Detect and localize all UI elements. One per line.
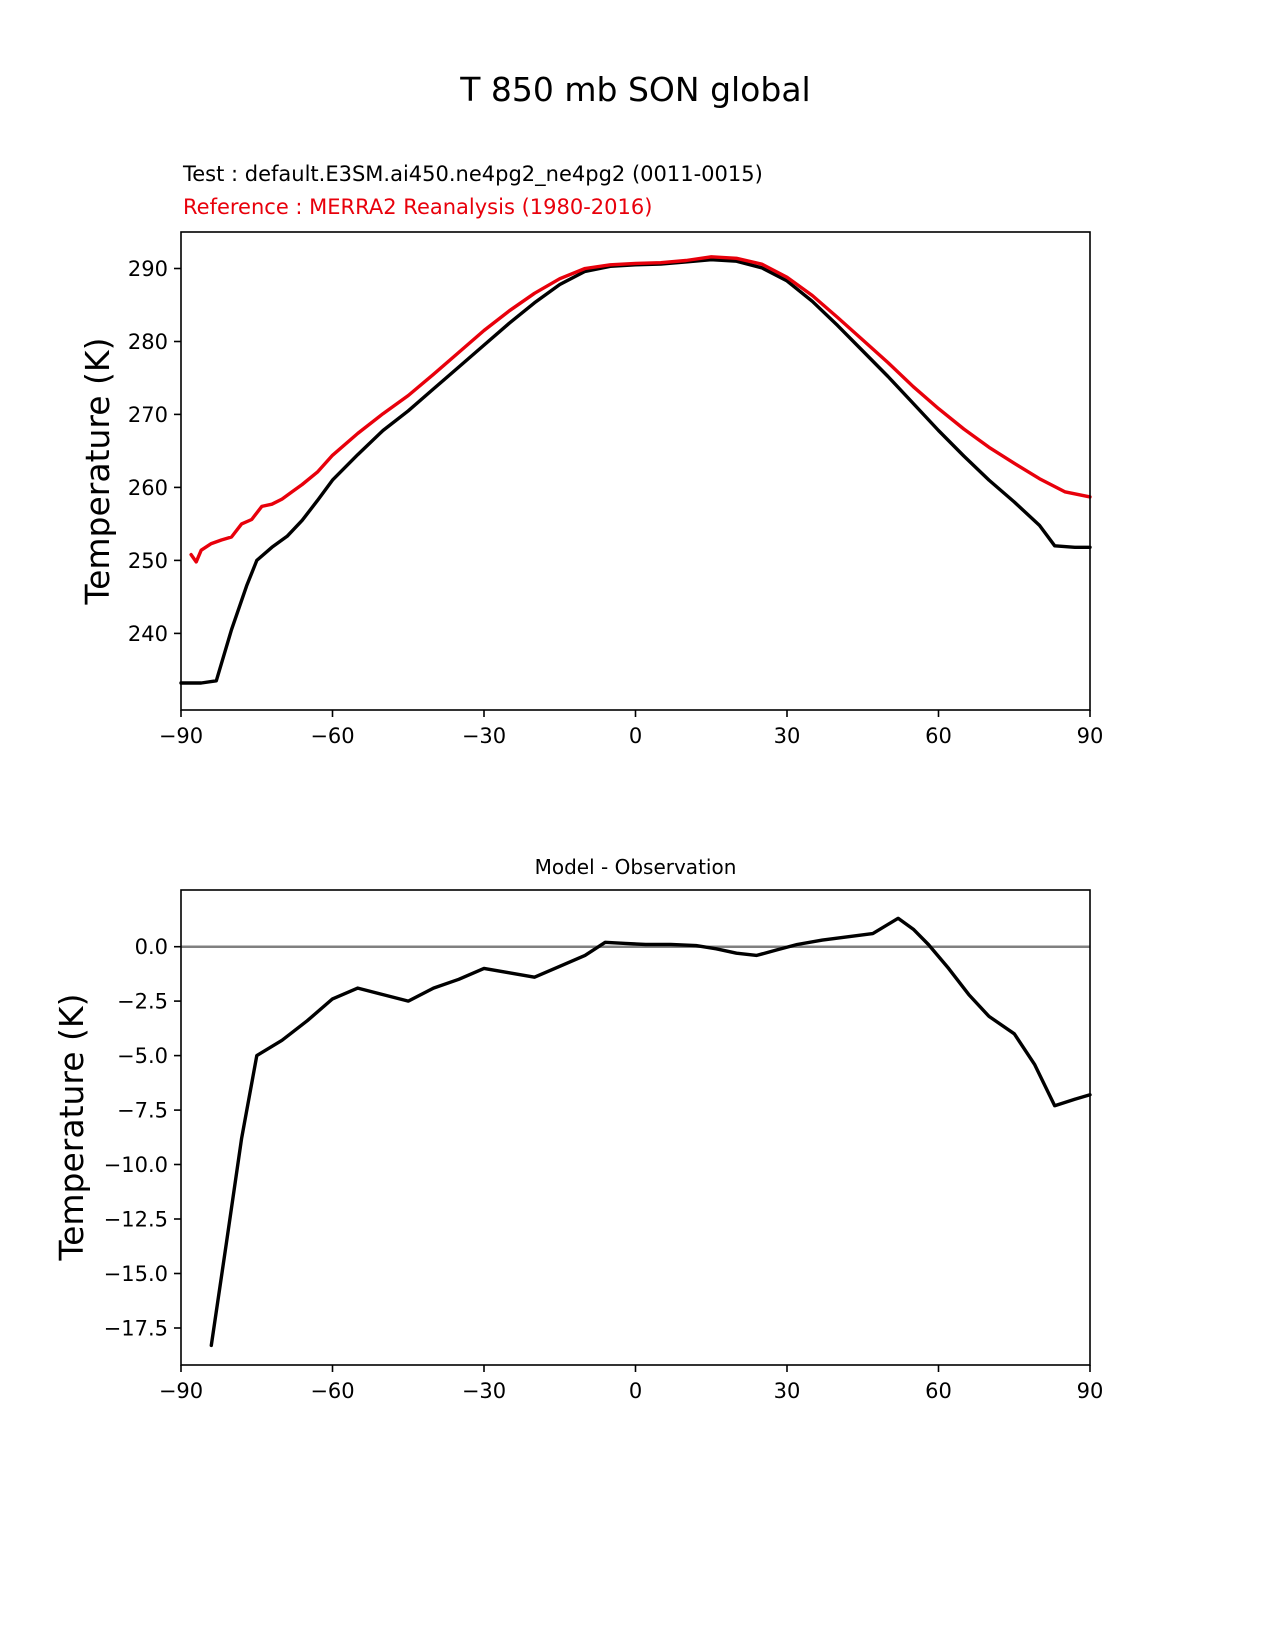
y-tick-label: 260	[128, 476, 168, 500]
y-tick-label: −2.5	[117, 990, 168, 1014]
y-tick-label: 0.0	[135, 935, 168, 959]
x-tick-label: 30	[774, 724, 801, 748]
y-tick-label: 280	[128, 330, 168, 354]
panel1-series-line-1	[189, 255, 1092, 564]
x-tick-label: −30	[462, 1379, 506, 1403]
x-tick-label: 60	[925, 1379, 952, 1403]
y-tick-label: −10.0	[104, 1153, 168, 1177]
x-tick-label: −90	[159, 1379, 203, 1403]
y-tick-label: −12.5	[104, 1208, 168, 1232]
x-tick-label: 60	[925, 724, 952, 748]
y-tick-label: 250	[128, 549, 168, 573]
figure-title: T 850 mb SON global	[460, 70, 811, 109]
x-tick-label: −60	[310, 724, 354, 748]
x-tick-label: 30	[774, 1379, 801, 1403]
reference-dataset-label: Reference : MERRA2 Reanalysis (1980-2016…	[183, 195, 653, 219]
y-tick-label: 240	[128, 622, 168, 646]
x-tick-label: 90	[1077, 1379, 1104, 1403]
x-tick-label: −90	[159, 724, 203, 748]
x-tick-label: 0	[629, 1379, 642, 1403]
x-tick-label: −60	[310, 1379, 354, 1403]
y-tick-label: −17.5	[104, 1317, 168, 1341]
diff-panel-title: Model - Observation	[534, 855, 737, 879]
panel1-series-line-0	[179, 258, 1092, 685]
x-tick-label: −30	[462, 724, 506, 748]
x-tick-label: 90	[1077, 724, 1104, 748]
panel2-series-line-0	[209, 916, 1092, 1348]
y-tick-label: −5.0	[117, 1044, 168, 1068]
test-run-label: Test : default.E3SM.ai450.ne4pg2_ne4pg2 …	[183, 162, 763, 186]
y-tick-label: 270	[128, 403, 168, 427]
x-tick-label: 0	[629, 724, 642, 748]
panel2-axes-border	[180, 889, 1091, 1366]
y-tick-label: −7.5	[117, 1099, 168, 1123]
y-tick-label: 290	[128, 257, 168, 281]
y-tick-label: −15.0	[104, 1262, 168, 1286]
